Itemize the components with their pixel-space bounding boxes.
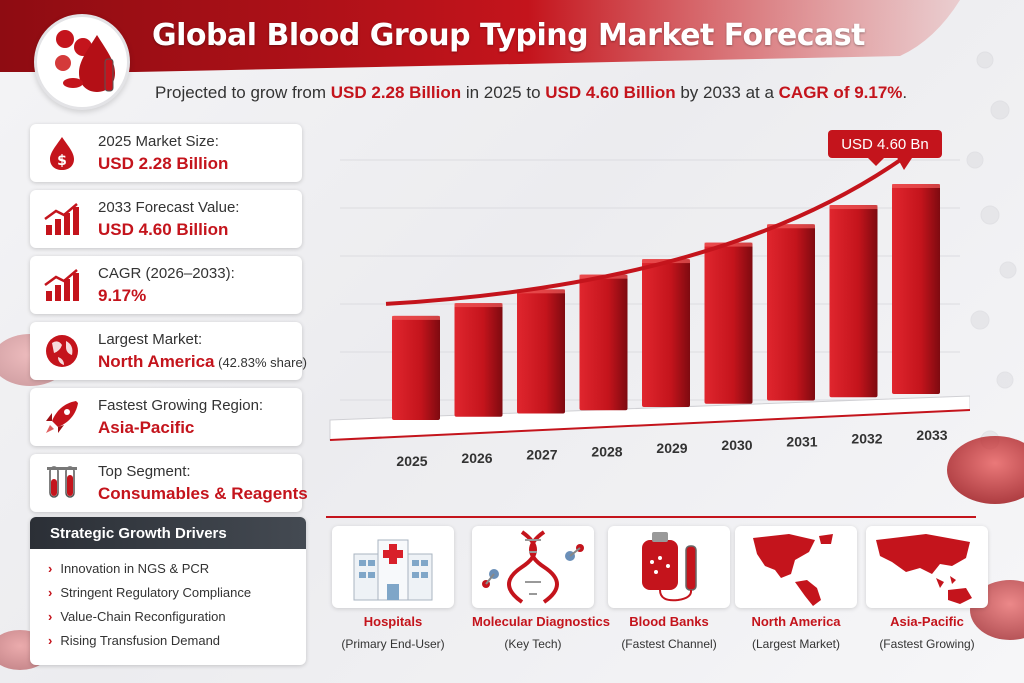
segment-row: Hospitals (Primary End-User) Molecular D… <box>332 526 988 661</box>
segment-sub: (Key Tech) <box>504 637 562 651</box>
segment-sub: (Fastest Channel) <box>621 637 717 651</box>
segment-sub: (Largest Market) <box>751 637 841 651</box>
growth-drivers-title: Strategic Growth Drivers <box>30 517 306 549</box>
x-tick-label: 2032 <box>851 430 882 446</box>
segment-name: Blood Banks <box>629 614 709 629</box>
stat-value: USD 4.60 Billion <box>98 220 229 239</box>
asia-pacific-map-icon <box>866 526 988 608</box>
market-bar-chart: 2025 2026 2027 2028 2029 2030 2031 2032 2033 USD … <box>329 130 970 469</box>
hospital-icon <box>332 526 454 608</box>
list-item: › Value-Chain Reconfiguration <box>48 609 226 624</box>
page-title: Global Blood Group Typing Market Forecas… <box>152 18 865 53</box>
segment-name: Asia-Pacific <box>890 614 964 629</box>
chevron-right-icon: › <box>48 633 53 648</box>
stat-card-cagr: CAGR (2026–2033): 9.17% <box>30 256 302 314</box>
stat-card-fastest-region: Fastest Growing Region: Asia-Pacific <box>30 388 302 446</box>
chevron-right-icon: › <box>48 585 53 600</box>
bar-2032 <box>829 205 878 398</box>
x-tick-label: 2026 <box>461 450 492 466</box>
dollar-drop-icon: $ <box>50 137 74 170</box>
x-tick-label: 2031 <box>786 434 817 450</box>
stat-value: Consumables & Reagents <box>98 484 308 503</box>
stat-value: USD 2.28 Billion <box>98 154 229 173</box>
stat-label: Top Segment: <box>98 463 191 480</box>
x-tick-label: 2033 <box>916 427 947 443</box>
stat-value: 9.17% <box>98 286 147 305</box>
stat-value: Asia-Pacific <box>98 418 195 437</box>
stat-label: CAGR (2026–2033): <box>98 265 235 282</box>
segment-name: Hospitals <box>363 614 423 629</box>
segment-name: North America <box>751 614 841 629</box>
list-item: › Stringent Regulatory Compliance <box>48 585 252 600</box>
stat-cards: $ 2025 Market Size: USD 2.28 Billion 203… <box>30 124 308 520</box>
segment-sub: (Fastest Growing) <box>879 637 975 651</box>
stat-label: Largest Market: <box>98 331 203 348</box>
growth-drivers-list: › Innovation in NGS & PCR › Stringent Regu… <box>30 549 306 653</box>
bar-2033 <box>892 184 940 394</box>
list-item: › Innovation in NGS & PCR <box>48 561 210 576</box>
blood-bag-icon <box>608 526 730 608</box>
stat-note: (42.83% share) <box>214 355 308 370</box>
segment-molecular-diagnostics: Molecular Diagnostics (Key Tech) <box>472 526 610 661</box>
segment-hospitals: Hospitals (Primary End-User) <box>332 526 454 661</box>
stat-label: 2033 Forecast Value: <box>98 199 240 216</box>
segment-north-america: North America (Largest Market) <box>735 526 857 661</box>
bar-2025 <box>392 315 440 420</box>
bar-2028 <box>579 274 628 411</box>
x-tick-label: 2027 <box>526 447 557 463</box>
bar-top-2027 <box>517 289 565 294</box>
segment-asia-pacific: Asia-Pacific (Fastest Growing) <box>866 526 988 661</box>
bar-top-2026 <box>454 303 503 308</box>
x-tick-label: 2030 <box>721 437 752 453</box>
stat-label: 2025 Market Size: <box>98 133 219 150</box>
globe-icon <box>46 335 78 367</box>
test-tubes-icon <box>47 466 77 498</box>
chart-baseline <box>329 409 970 441</box>
segment-blood-banks: Blood Banks (Fastest Channel) <box>608 526 730 661</box>
section-divider <box>326 516 976 518</box>
bar-growth-icon <box>44 269 79 301</box>
rocket-icon <box>46 401 78 433</box>
bar-2030 <box>704 242 753 404</box>
value-callout-text: USD 4.60 Bn <box>841 136 929 153</box>
bar-2026 <box>454 303 503 417</box>
chevron-right-icon: › <box>48 609 53 624</box>
x-tick-label: 2025 <box>396 453 427 469</box>
stat-value: North America (42.83% share) <box>98 352 308 371</box>
dna-icon <box>472 526 594 608</box>
stat-label: Fastest Growing Region: <box>98 397 264 414</box>
growth-drivers-panel: Strategic Growth Drivers › Innovation in … <box>30 517 306 665</box>
bar-top-2025 <box>392 315 440 320</box>
segment-name: Molecular Diagnostics <box>472 614 610 629</box>
north-america-map-icon <box>735 526 857 608</box>
bar-2029 <box>642 259 690 407</box>
chevron-right-icon: › <box>48 561 53 576</box>
chart-platform <box>329 395 970 441</box>
header: Global Blood Group Typing Market Forecas… <box>0 0 1024 110</box>
stat-card-top-segment: Top Segment: Consumables & Reagents <box>30 454 308 512</box>
svg-text:$: $ <box>57 153 67 169</box>
x-tick-label: 2029 <box>656 440 687 456</box>
value-callout: USD 4.60 Bn <box>828 130 942 166</box>
list-item: › Rising Transfusion Demand <box>48 633 221 648</box>
bar-growth-icon <box>44 203 79 235</box>
stat-card-largest-market: Largest Market: North America (42.83% sh… <box>30 322 307 380</box>
bar-top-2031 <box>767 224 815 229</box>
bar-top-2032 <box>829 205 878 210</box>
blood-drop-logo-icon <box>34 14 130 110</box>
page-subtitle: Projected to grow from USD 2.28 Billion … <box>155 83 908 102</box>
stat-card-forecast-value: 2033 Forecast Value: USD 4.60 Billion <box>30 190 302 248</box>
x-tick-label: 2028 <box>591 443 622 459</box>
bar-top-2033 <box>892 184 940 188</box>
segment-sub: (Primary End-User) <box>341 637 445 651</box>
bar-2027 <box>517 289 565 414</box>
stat-card-market-size: $ 2025 Market Size: USD 2.28 Billion <box>30 124 302 182</box>
bar-2031 <box>767 224 815 401</box>
trend-arrow <box>385 154 908 306</box>
